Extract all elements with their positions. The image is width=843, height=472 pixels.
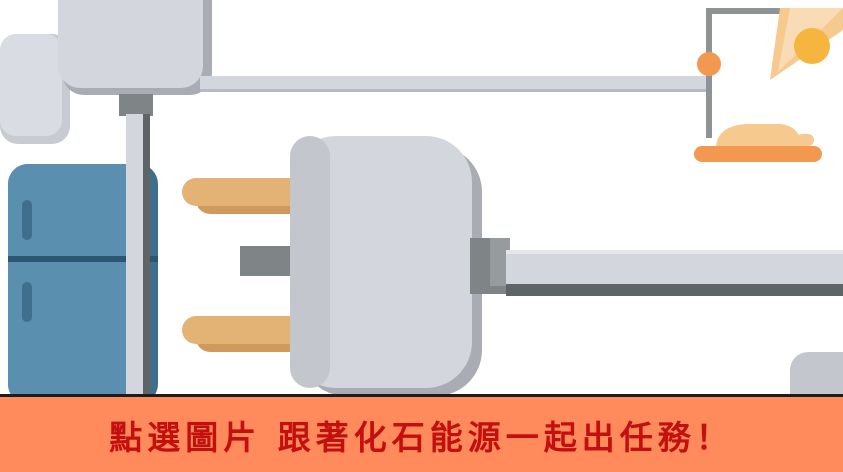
outlet-corner-icon [790,352,843,394]
appliance-illustration[interactable] [0,0,843,394]
call-to-action-banner[interactable]: 點選圖片 跟著化石能源一起出任務！ [0,394,843,472]
top-plug-icon [58,0,212,116]
power-cable [506,250,843,296]
banner-text: 點選圖片 跟著化石能源一起出任務！ [109,417,734,457]
plug-icon [290,136,510,394]
refrigerator-icon [8,164,158,394]
cable-overlay-shadow [143,160,150,394]
lamp-icon [694,8,843,162]
wall-socket-icon [0,34,70,144]
top-horizontal-cable [200,76,710,92]
